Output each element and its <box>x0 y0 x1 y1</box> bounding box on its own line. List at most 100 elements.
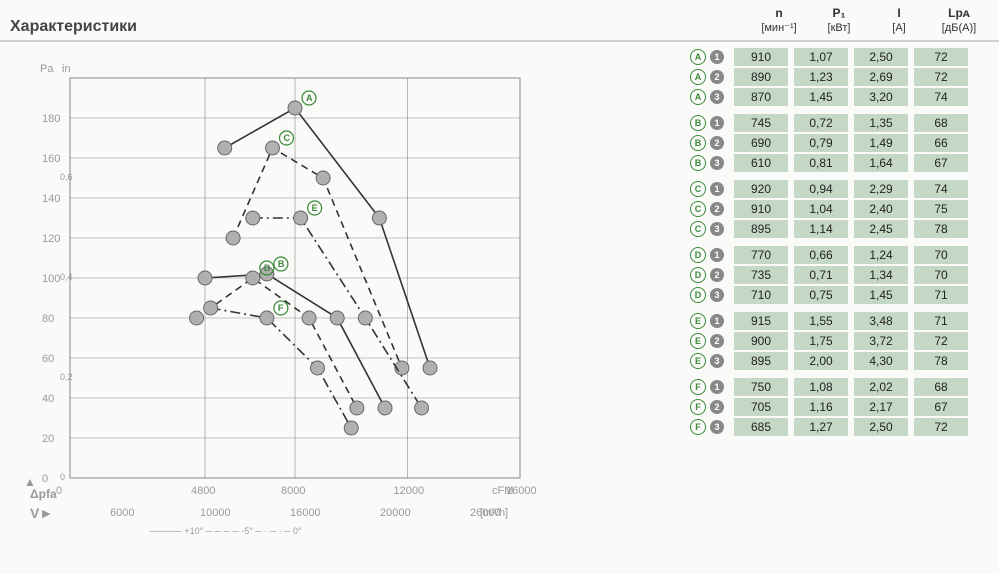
badge-number: 3 <box>710 90 724 104</box>
svg-text:100: 100 <box>42 273 60 285</box>
cell-lp: 68 <box>914 114 968 132</box>
cell-n: 745 <box>734 114 788 132</box>
cell-p: 1,04 <box>794 200 848 218</box>
cell-lp: 72 <box>914 48 968 66</box>
badge-number: 1 <box>710 248 724 262</box>
cell-lp: 72 <box>914 68 968 86</box>
badge-number: 2 <box>710 70 724 84</box>
svg-text:0: 0 <box>56 485 62 497</box>
page-title: Характеристики <box>10 18 749 36</box>
badge-number: 1 <box>710 182 724 196</box>
badge-number: 3 <box>710 156 724 170</box>
cell-p: 2,00 <box>794 352 848 370</box>
badge-letter: A <box>690 49 706 65</box>
svg-text:Pa: Pa <box>40 63 54 75</box>
badge-number: 3 <box>710 354 724 368</box>
table-row: A19101,072,5072 <box>690 48 989 66</box>
badge-number: 2 <box>710 268 724 282</box>
badge-letter: A <box>690 89 706 105</box>
badge-letter: C <box>690 181 706 197</box>
cell-n: 770 <box>734 246 788 264</box>
cell-i: 1,64 <box>854 154 908 172</box>
svg-text:E: E <box>312 203 318 213</box>
cell-n: 710 <box>734 286 788 304</box>
cell-n: 915 <box>734 312 788 330</box>
header-row: Характеристики n[мин⁻¹] P₁[кВт] I[A] Lpᴀ… <box>0 0 999 42</box>
data-table: A19101,072,5072A28901,232,6972A38701,453… <box>570 48 989 568</box>
column-headers: n[мин⁻¹] P₁[кВт] I[A] Lpᴀ[дБ(A)] <box>749 6 989 36</box>
svg-text:A: A <box>306 93 313 103</box>
svg-text:140: 140 <box>42 193 60 205</box>
group-C: C19200,942,2974C29101,042,4075C38951,142… <box>690 180 989 238</box>
badge-number: 2 <box>710 136 724 150</box>
cell-n: 685 <box>734 418 788 436</box>
cell-p: 0,81 <box>794 154 848 172</box>
svg-text:0,2: 0,2 <box>60 372 73 382</box>
cell-i: 2,69 <box>854 68 908 86</box>
badge-letter: B <box>690 115 706 131</box>
svg-text:0: 0 <box>60 472 65 482</box>
group-F: F17501,082,0268F27051,162,1767F36851,272… <box>690 378 989 436</box>
col-n: n[мин⁻¹] <box>749 6 809 36</box>
svg-text:12000: 12000 <box>394 485 425 497</box>
group-D: D17700,661,2470D27350,711,3470D37100,751… <box>690 246 989 304</box>
cell-lp: 72 <box>914 418 968 436</box>
performance-chart: 0204060801001201401601804800800012000160… <box>10 48 570 548</box>
cell-lp: 66 <box>914 134 968 152</box>
cell-n: 900 <box>734 332 788 350</box>
badge-letter: E <box>690 333 706 349</box>
badge-letter: F <box>690 399 706 415</box>
table-row: B3 610 0,81 1,64 67 <box>690 154 989 172</box>
table-row: D17700,661,2470 <box>690 246 989 264</box>
cell-n: 610 <box>734 154 788 172</box>
table-row: D37100,751,4571 <box>690 286 989 304</box>
badge-letter: D <box>690 287 706 303</box>
cell-p: 0,72 <box>794 114 848 132</box>
table-row: F17501,082,0268 <box>690 378 989 396</box>
badge-number: 2 <box>710 334 724 348</box>
table-row: C29101,042,4075 <box>690 200 989 218</box>
table-row: C38951,142,4578 <box>690 220 989 238</box>
cell-lp: 71 <box>914 312 968 330</box>
cell-lp: 67 <box>914 154 968 172</box>
chart-area: 0204060801001201401601804800800012000160… <box>10 48 570 568</box>
svg-text:20: 20 <box>42 433 54 445</box>
cell-p: 1,16 <box>794 398 848 416</box>
svg-text:4800: 4800 <box>191 485 215 497</box>
badge-number: 1 <box>710 314 724 328</box>
cell-n: 920 <box>734 180 788 198</box>
badge-letter: C <box>690 201 706 217</box>
cell-i: 1,45 <box>854 286 908 304</box>
cell-p: 1,45 <box>794 88 848 106</box>
cell-p: 1,27 <box>794 418 848 436</box>
group-B: B17450,721,3568B26900,791,4966B36100,811… <box>690 114 989 172</box>
cell-p: 0,94 <box>794 180 848 198</box>
badge-letter: E <box>690 353 706 369</box>
table-row: A28901,232,6972 <box>690 68 989 86</box>
main-content: 0204060801001201401601804800800012000160… <box>0 42 999 574</box>
badge-number: 1 <box>710 380 724 394</box>
cell-n: 910 <box>734 48 788 66</box>
badge-letter: B <box>690 155 706 171</box>
cell-lp: 71 <box>914 286 968 304</box>
cell-i: 3,72 <box>854 332 908 350</box>
badge-letter: B <box>690 135 706 151</box>
cell-n: 705 <box>734 398 788 416</box>
cell-i: 2,50 <box>854 418 908 436</box>
cell-lp: 68 <box>914 378 968 396</box>
cell-i: 2,50 <box>854 48 908 66</box>
cell-lp: 74 <box>914 180 968 198</box>
cell-p: 1,23 <box>794 68 848 86</box>
table-row: B26900,791,4966 <box>690 134 989 152</box>
cell-lp: 75 <box>914 200 968 218</box>
svg-text:6000: 6000 <box>110 507 134 519</box>
badge-number: 1 <box>710 50 724 64</box>
cell-p: 1,08 <box>794 378 848 396</box>
cell-n: 895 <box>734 220 788 238</box>
table-row: E38952,004,3078 <box>690 352 989 370</box>
svg-text:60: 60 <box>42 353 54 365</box>
svg-text:▲: ▲ <box>24 475 36 489</box>
svg-text:Δpfa: Δpfa <box>30 487 57 501</box>
svg-text:0,6: 0,6 <box>60 172 73 182</box>
cell-i: 1,34 <box>854 266 908 284</box>
